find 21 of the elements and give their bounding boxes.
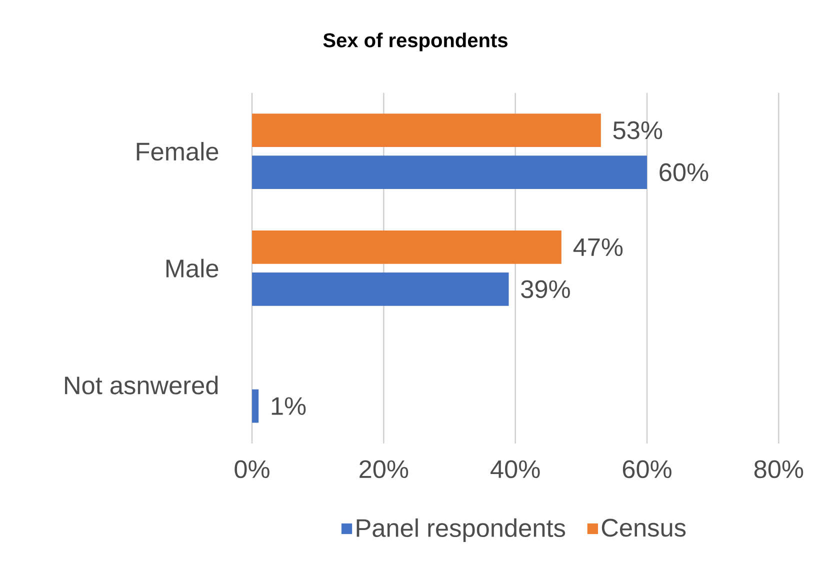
- bar: [252, 230, 562, 264]
- x-tick-label: 60%: [622, 460, 672, 478]
- bar: [252, 114, 601, 147]
- data-label: 53%: [613, 121, 662, 140]
- x-tick-label: 20%: [360, 460, 408, 478]
- legend-label: Census: [602, 518, 686, 537]
- y-tick-label: Male: [166, 258, 218, 278]
- y-tick-label: Not asnwered: [65, 376, 218, 394]
- data-label: 47%: [573, 238, 623, 256]
- legend-label: Panel respondents: [356, 518, 566, 542]
- data-label: 60%: [660, 163, 708, 182]
- data-label: 1%: [272, 397, 306, 415]
- x-tick-label: 80%: [754, 460, 804, 478]
- y-tick-label: Female: [136, 142, 218, 161]
- x-tick-label: 40%: [490, 460, 540, 478]
- chart-title: Sex of respondents: [323, 32, 508, 52]
- bar: [252, 389, 259, 423]
- bar: [252, 272, 509, 306]
- bar: [252, 156, 647, 189]
- data-label: 39%: [521, 280, 570, 298]
- x-tick-label: 0%: [234, 460, 270, 478]
